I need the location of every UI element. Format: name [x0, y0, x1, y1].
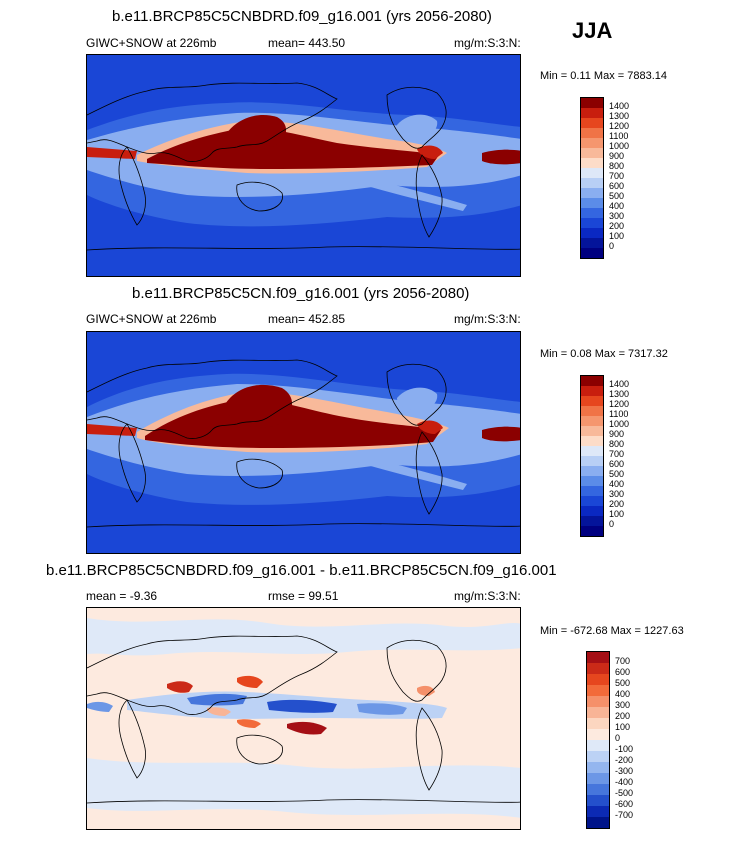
panel1-title: b.e11.BRCP85C5CNBDRD.f09_g16.001 (yrs 20… [112, 8, 492, 25]
panel2-minmax: Min = 0.08 Max = 7317.32 [540, 348, 668, 360]
panel2-mean: mean= 452.85 [268, 312, 346, 326]
cbar-label: 800 [609, 439, 625, 449]
cbar-label: 200 [615, 711, 631, 721]
cbar-label: -400 [615, 777, 634, 787]
panel3-colorbar [586, 651, 610, 829]
cbar-label: 300 [609, 211, 625, 221]
cbar-label: 0 [609, 519, 615, 529]
season-label: JJA [572, 18, 613, 43]
cbar-label: 400 [615, 689, 631, 699]
cbar-label: 600 [609, 181, 625, 191]
cbar-label: 1100 [609, 131, 629, 141]
panel3-rmse: rmse = 99.51 [268, 589, 339, 603]
cbar-label: 100 [609, 509, 625, 519]
panel3-title: b.e11.BRCP85C5CNBDRD.f09_g16.001 - b.e11… [46, 562, 557, 579]
panel2-colorbar [580, 375, 604, 537]
cbar-label: 300 [609, 489, 625, 499]
panel3-mean: mean = -9.36 [86, 589, 158, 603]
panel2-field: GIWC+SNOW at 226mb [86, 312, 217, 326]
cbar-label: 800 [609, 161, 625, 171]
panel2-units: mg/m:S:3:N: [454, 312, 521, 326]
cbar-label: 1000 [609, 419, 630, 429]
cbar-label: -300 [615, 766, 634, 776]
cbar-label: 100 [615, 722, 631, 732]
cbar-label: 700 [615, 656, 631, 666]
cbar-label: 1400 [609, 379, 630, 389]
cbar-label: 1100 [609, 409, 629, 419]
panel3-map [86, 607, 521, 830]
cbar-label: 1000 [609, 141, 630, 151]
panel1-minmax: Min = 0.11 Max = 7883.14 [540, 70, 667, 82]
panel2-title: b.e11.BRCP85C5CN.f09_g16.001 (yrs 2056-2… [132, 285, 470, 302]
panel3-minmax: Min = -672.68 Max = 1227.63 [540, 625, 684, 637]
cbar-label: -500 [615, 788, 634, 798]
cbar-label: 200 [609, 221, 625, 231]
panel1-field: GIWC+SNOW at 226mb [86, 36, 217, 50]
cbar-label: -700 [615, 810, 634, 820]
cbar-label: 300 [615, 700, 631, 710]
cbar-label: 500 [615, 678, 631, 688]
cbar-label: 1200 [609, 399, 630, 409]
cbar-label: 900 [609, 151, 625, 161]
panel2-map-svg [87, 332, 520, 553]
cbar-label: 200 [609, 499, 625, 509]
cbar-label: 0 [615, 733, 621, 743]
cbar-label: 400 [609, 479, 625, 489]
panel3-units: mg/m:S:3:N: [454, 589, 521, 603]
cbar-label: 1200 [609, 121, 630, 131]
cbar-label: 1300 [609, 111, 630, 121]
cbar-label: 700 [609, 171, 625, 181]
cbar-label: 700 [609, 449, 625, 459]
cbar-label: 900 [609, 429, 625, 439]
cbar-label: 100 [609, 231, 625, 241]
panel1-map [86, 54, 521, 277]
panel1-map-svg [87, 55, 520, 276]
cbar-label: -200 [615, 755, 634, 765]
panel3-map-svg [87, 608, 520, 829]
cbar-label: 1300 [609, 389, 630, 399]
cbar-label: 600 [615, 667, 631, 677]
cbar-label: 400 [609, 201, 625, 211]
cbar-label: -100 [615, 744, 634, 754]
cbar-label: 1400 [609, 101, 630, 111]
panel1-mean: mean= 443.50 [268, 36, 346, 50]
cbar-label: -600 [615, 799, 634, 809]
cbar-label: 0 [609, 241, 615, 251]
panel1-units: mg/m:S:3:N: [454, 36, 521, 50]
cbar-label: 500 [609, 191, 625, 201]
cbar-label: 500 [609, 469, 625, 479]
panel2-map [86, 331, 521, 554]
panel1-colorbar [580, 97, 604, 259]
cbar-label: 600 [609, 459, 625, 469]
